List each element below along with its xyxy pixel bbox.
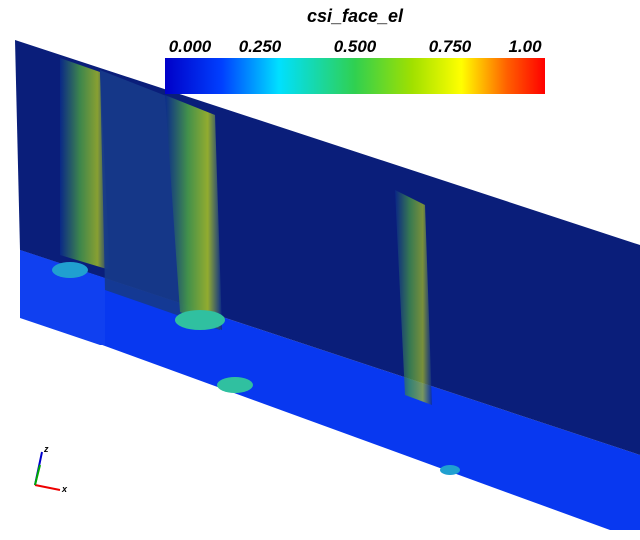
colorbar-tick-label: 0.250 — [239, 37, 282, 56]
colorbar: csi_face_el 0.000 0.250 0.500 0.750 1.00 — [165, 6, 545, 94]
colorbar-tick-label: 0.000 — [169, 37, 212, 56]
hotspot — [440, 465, 460, 475]
colorbar-tick-label: 0.750 — [429, 37, 472, 56]
band — [165, 95, 222, 330]
colorbar-ramp — [165, 58, 545, 94]
band — [60, 58, 110, 270]
colorbar-title: csi_face_el — [307, 6, 404, 26]
hotspot — [217, 377, 253, 393]
hotspot — [175, 310, 225, 330]
axis-label: z — [43, 444, 49, 454]
mesh — [15, 40, 640, 530]
x-axis — [34, 484, 61, 491]
axis-label: x — [61, 484, 68, 494]
colorbar-tick-label: 1.00 — [508, 37, 542, 56]
colorbar-tick-label: 0.500 — [334, 37, 377, 56]
orientation-axes: z x — [34, 444, 68, 494]
band — [395, 190, 432, 405]
hotspot — [52, 262, 88, 278]
y-axis — [34, 464, 41, 486]
